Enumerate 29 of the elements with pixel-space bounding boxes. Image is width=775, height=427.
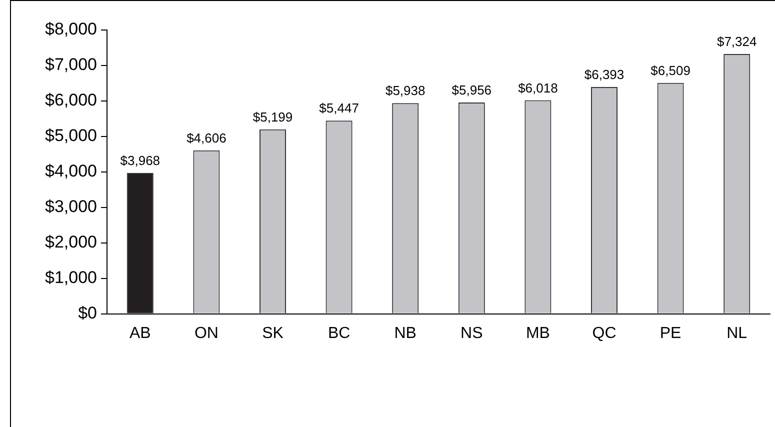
data-label: $3,968 xyxy=(120,153,160,168)
y-tick-label: $2,000 xyxy=(45,232,97,252)
data-label: $6,509 xyxy=(650,62,690,78)
x-tick-label: NL xyxy=(726,324,748,342)
x-tick-label: AB xyxy=(129,324,151,342)
data-label: $6,393 xyxy=(584,67,624,82)
data-label: $5,447 xyxy=(319,100,359,116)
y-tick-label: $8,000 xyxy=(45,20,97,39)
x-tick-label: SK xyxy=(262,324,284,342)
x-tick-label: MB xyxy=(526,324,550,342)
data-label: $7,324 xyxy=(716,34,757,50)
x-tick-label: NS xyxy=(460,324,483,342)
y-tick-label: $7,000 xyxy=(45,55,97,74)
data-label: $6,018 xyxy=(518,80,558,96)
x-tick-label: QC xyxy=(592,324,616,342)
y-tick-label: $4,000 xyxy=(45,162,97,181)
y-tick-label: $5,000 xyxy=(45,126,97,146)
x-tick-label: BC xyxy=(328,324,350,342)
data-label: $5,199 xyxy=(252,109,293,124)
data-label: $4,606 xyxy=(186,130,226,146)
x-tick-label: PE xyxy=(660,324,682,342)
y-tick-label: $0 xyxy=(78,303,97,322)
y-tick-label: $1,000 xyxy=(45,268,97,288)
data-label: $5,956 xyxy=(452,82,492,98)
y-tick-label: $6,000 xyxy=(45,90,97,110)
data-label: $5,938 xyxy=(385,83,426,98)
x-tick-label: ON xyxy=(194,324,218,342)
x-tick-label: NB xyxy=(394,324,416,342)
y-tick-label: $3,000 xyxy=(45,197,97,216)
